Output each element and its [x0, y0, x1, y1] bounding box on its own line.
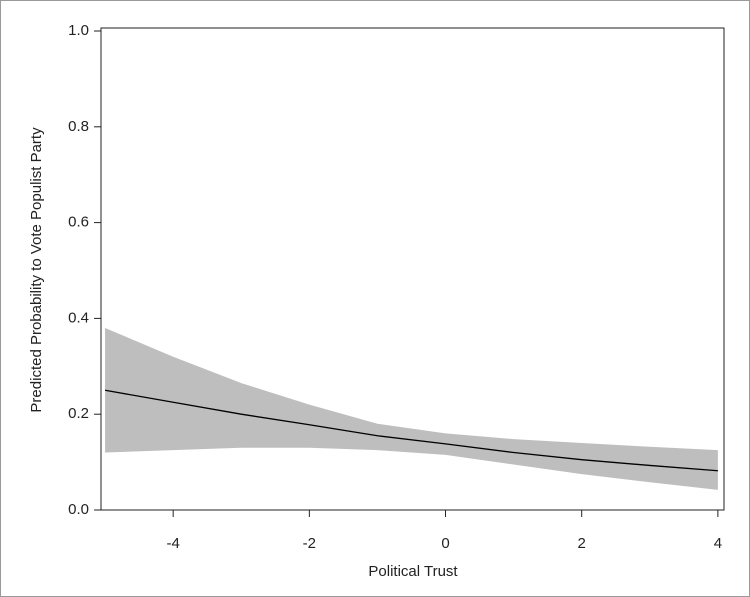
confidence-band — [105, 327, 718, 490]
y-tick-label: 0.0 — [68, 501, 89, 518]
plot-box — [100, 27, 725, 511]
x-tick-label: -2 — [303, 535, 316, 552]
y-tick-label: 0.8 — [68, 118, 89, 135]
line — [104, 389, 718, 472]
x-tick-label: 2 — [578, 535, 586, 552]
y-tick-label: 0.6 — [68, 214, 89, 231]
y-tick-label: 0.2 — [68, 405, 89, 422]
x-tick-label: 4 — [714, 535, 722, 552]
x-tick-label: 0 — [441, 535, 449, 552]
x-tick-label: -4 — [167, 535, 180, 552]
x-axis-label: Political Trust — [368, 563, 458, 580]
y-tick-label: 1.0 — [68, 22, 89, 39]
y-tick-label: 0.4 — [68, 309, 89, 326]
y-axis-label: Predicted Probability to Vote Populist P… — [28, 127, 45, 413]
